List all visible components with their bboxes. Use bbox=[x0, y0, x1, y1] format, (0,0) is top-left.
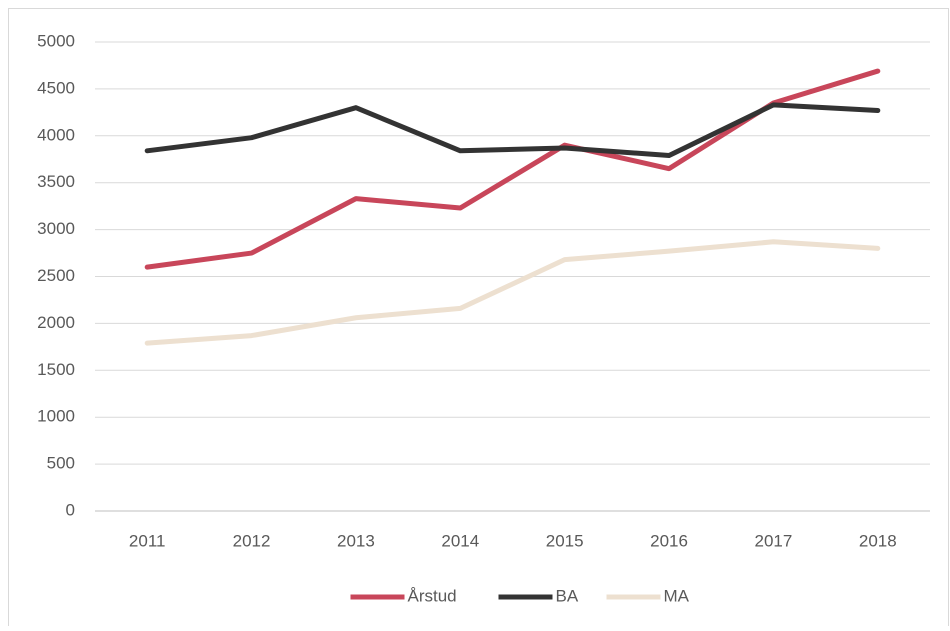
x-tick-label: 2018 bbox=[859, 531, 897, 550]
y-tick-label: 3500 bbox=[37, 172, 75, 191]
legend-label: MA bbox=[664, 586, 690, 605]
y-tick-label: 2000 bbox=[37, 313, 75, 332]
y-tick-label: 4000 bbox=[37, 125, 75, 144]
x-tick-label: 2012 bbox=[233, 531, 271, 550]
y-tick-label: 5000 bbox=[37, 31, 75, 50]
y-tick-label: 1000 bbox=[37, 407, 75, 426]
legend-label: Årstud bbox=[408, 586, 457, 605]
y-tick-label: 500 bbox=[47, 454, 75, 473]
legend-label: BA bbox=[556, 586, 579, 605]
x-tick-label: 2013 bbox=[337, 531, 375, 550]
x-tick-label: 2017 bbox=[755, 531, 793, 550]
series-line bbox=[144, 239, 881, 346]
y-tick-label: 1500 bbox=[37, 360, 75, 379]
y-tick-label: 2500 bbox=[37, 266, 75, 285]
chart-border bbox=[8, 8, 949, 631]
x-tick-label: 2015 bbox=[546, 531, 584, 550]
series-line bbox=[144, 102, 881, 158]
y-tick-label: 0 bbox=[66, 500, 75, 519]
x-tick-label: 2016 bbox=[650, 531, 688, 550]
y-tick-label: 3000 bbox=[37, 219, 75, 238]
y-tick-label: 4500 bbox=[37, 78, 75, 97]
x-tick-label: 2014 bbox=[441, 531, 479, 550]
x-tick-label: 2011 bbox=[129, 531, 166, 550]
